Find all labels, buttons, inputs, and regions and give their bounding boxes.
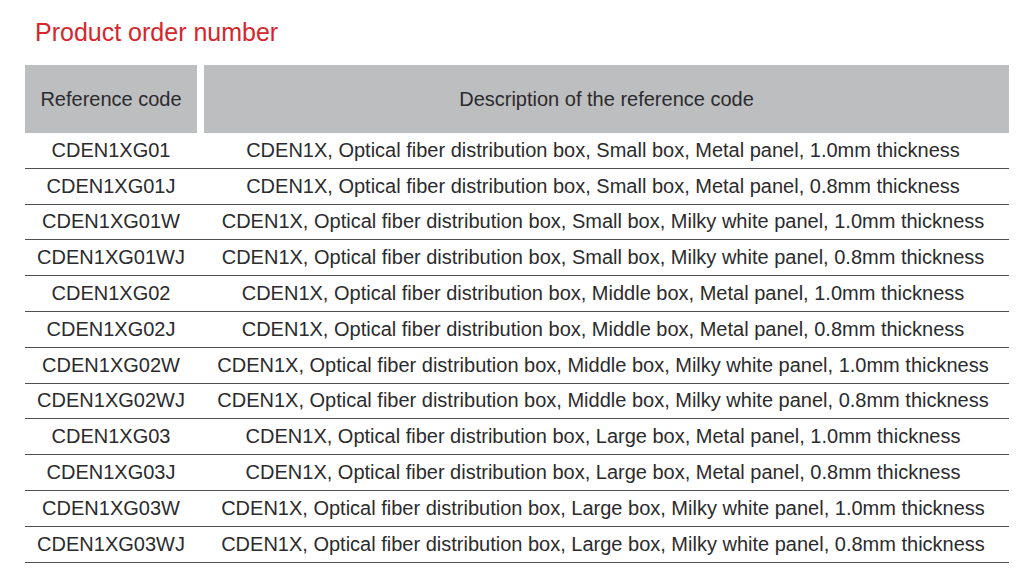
- table-row: CDEN1XG02J CDEN1X, Optical fiber distrib…: [25, 312, 1009, 348]
- reference-code-cell: CDEN1XG02J: [25, 318, 197, 341]
- reference-code-cell: CDEN1XG01J: [25, 175, 197, 198]
- table-row: CDEN1XG01 CDEN1X, Optical fiber distribu…: [25, 133, 1009, 169]
- description-cell: CDEN1X, Optical fiber distribution box, …: [197, 354, 1009, 377]
- table-row: CDEN1XG03 CDEN1X, Optical fiber distribu…: [25, 419, 1009, 455]
- table-row: CDEN1XG03W CDEN1X, Optical fiber distrib…: [25, 491, 1009, 527]
- reference-code-cell: CDEN1XG03J: [25, 461, 197, 484]
- table-row: CDEN1XG02W CDEN1X, Optical fiber distrib…: [25, 348, 1009, 384]
- description-cell: CDEN1X, Optical fiber distribution box, …: [197, 533, 1009, 556]
- description-cell: CDEN1X, Optical fiber distribution box, …: [197, 139, 1009, 162]
- reference-code-cell: CDEN1XG03W: [25, 497, 197, 520]
- description-cell: CDEN1X, Optical fiber distribution box, …: [197, 389, 1009, 412]
- column-header-reference-code: Reference code: [25, 65, 197, 133]
- table-row: CDEN1XG02 CDEN1X, Optical fiber distribu…: [25, 276, 1009, 312]
- description-cell: CDEN1X, Optical fiber distribution box, …: [197, 246, 1009, 269]
- reference-code-cell: CDEN1XG01: [25, 139, 197, 162]
- description-cell: CDEN1X, Optical fiber distribution box, …: [197, 175, 1009, 198]
- description-cell: CDEN1X, Optical fiber distribution box, …: [197, 282, 1009, 305]
- page-title: Product order number: [35, 18, 278, 47]
- table-row: CDEN1XG03WJ CDEN1X, Optical fiber distri…: [25, 527, 1009, 563]
- reference-code-cell: CDEN1XG02: [25, 282, 197, 305]
- description-cell: CDEN1X, Optical fiber distribution box, …: [197, 425, 1009, 448]
- table-row: CDEN1XG01W CDEN1X, Optical fiber distrib…: [25, 205, 1009, 241]
- table-header-row: Reference code Description of the refere…: [25, 65, 1009, 133]
- reference-code-cell: CDEN1XG01W: [25, 210, 197, 233]
- reference-code-cell: CDEN1XG02W: [25, 354, 197, 377]
- reference-code-cell: CDEN1XG01WJ: [25, 246, 197, 269]
- column-header-description: Description of the reference code: [204, 65, 1009, 133]
- reference-code-cell: CDEN1XG02WJ: [25, 389, 197, 412]
- description-cell: CDEN1X, Optical fiber distribution box, …: [197, 318, 1009, 341]
- table-row: CDEN1XG03J CDEN1X, Optical fiber distrib…: [25, 455, 1009, 491]
- table-row: CDEN1XG02WJ CDEN1X, Optical fiber distri…: [25, 384, 1009, 420]
- product-order-table: Reference code Description of the refere…: [25, 65, 1009, 563]
- table-body: CDEN1XG01 CDEN1X, Optical fiber distribu…: [25, 133, 1009, 563]
- description-cell: CDEN1X, Optical fiber distribution box, …: [197, 497, 1009, 520]
- description-cell: CDEN1X, Optical fiber distribution box, …: [197, 461, 1009, 484]
- reference-code-cell: CDEN1XG03WJ: [25, 533, 197, 556]
- table-row: CDEN1XG01J CDEN1X, Optical fiber distrib…: [25, 169, 1009, 205]
- description-cell: CDEN1X, Optical fiber distribution box, …: [197, 210, 1009, 233]
- reference-code-cell: CDEN1XG03: [25, 425, 197, 448]
- table-row: CDEN1XG01WJ CDEN1X, Optical fiber distri…: [25, 240, 1009, 276]
